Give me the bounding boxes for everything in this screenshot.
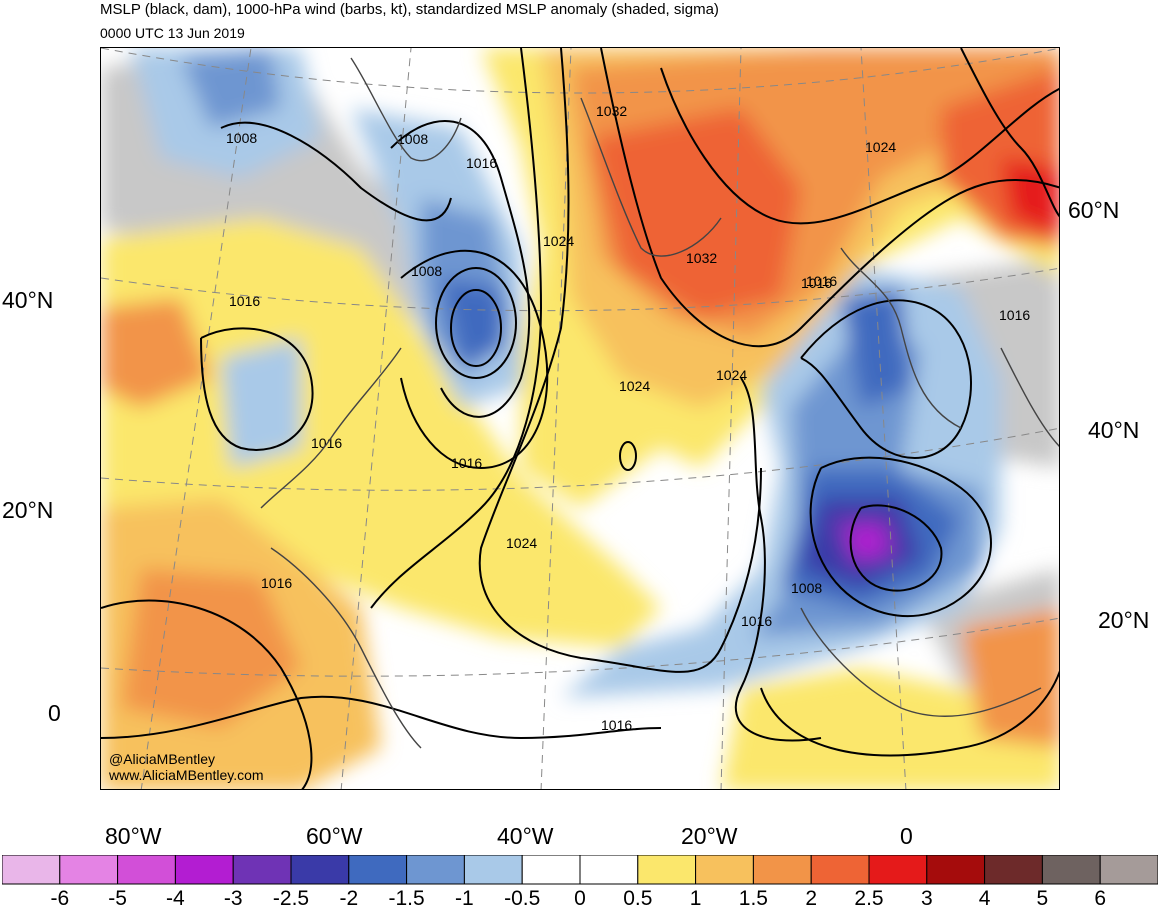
colorbar-swatch (117, 854, 176, 885)
colorbar-tick-label: 0 (574, 887, 586, 910)
lon-label-80w: 80°W (105, 823, 162, 849)
isobars (101, 48, 1059, 789)
isobar-label: 1008 (791, 580, 822, 596)
colorbar-tick-label: 2.5 (854, 887, 884, 910)
isobar-label: 1024 (716, 367, 747, 383)
colorbar-swatch (637, 854, 697, 885)
credit-website[interactable]: www.AliciaMBentley.com (109, 767, 264, 783)
colorbar-tick-label: 0.5 (623, 887, 653, 910)
colorbar-swatch (868, 854, 928, 885)
colorbar-tick-label: -1 (455, 887, 474, 910)
colorbar-swatch (579, 854, 639, 885)
colorbar-tick-label: -4 (166, 887, 185, 910)
isobar-label: 1024 (865, 139, 896, 155)
isobar-label: 1016 (806, 273, 837, 289)
colorbar-tick-label: -0.5 (504, 887, 541, 910)
colorbar (1, 854, 1159, 890)
isobar-label: 1008 (397, 131, 428, 147)
isobar-label: 1032 (686, 250, 717, 266)
colorbar-tick-label: 1.5 (738, 887, 768, 910)
graticule (101, 48, 1059, 789)
colorbar-tick-label: -5 (108, 887, 127, 910)
colorbar-swatch (810, 854, 870, 885)
colorbar-tick-label: 6 (1094, 887, 1107, 910)
colorbar-tick-label: -2 (339, 887, 359, 910)
coastlines (260, 57, 1059, 749)
credit-handle: @AliciaMBentley (109, 751, 216, 767)
colorbar-swatch (926, 854, 986, 885)
colorbar-swatch (348, 854, 408, 885)
colorbar-tick-label: 1 (689, 887, 702, 910)
colorbar-tick-label: 4 (978, 887, 991, 910)
lat-label-20n-left: 20°N (2, 497, 54, 523)
colorbar-swatch (463, 854, 523, 885)
isobar-label: 1016 (466, 155, 497, 171)
colorbar-swatch (695, 854, 754, 885)
colorbar-tick-label: -2.5 (272, 887, 310, 910)
colorbar-tick-label: 5 (1036, 887, 1049, 910)
isobar-label: 1024 (506, 535, 537, 551)
isobar-label: 1016 (741, 613, 772, 629)
isobar-label: 1016 (999, 307, 1030, 323)
anomaly-shading (101, 48, 1059, 789)
lat-label-20n-right: 20°N (1098, 607, 1150, 633)
colorbar-swatch (59, 854, 119, 885)
colorbar-tick-label: 3 (920, 887, 933, 910)
isobar-label: 1008 (411, 263, 442, 279)
chart-title: MSLP (black, dam), 1000-hPa wind (barbs,… (100, 1, 719, 18)
valid-time: 0000 UTC 13 Jun 2019 (100, 25, 245, 41)
isobar-label: 1016 (801, 275, 832, 291)
colorbar-swatch (174, 854, 234, 885)
colorbar-swatch (290, 854, 350, 885)
lon-label-60w: 60°W (306, 823, 363, 849)
isobar-label: 1016 (601, 717, 632, 733)
colorbar-swatch (232, 854, 292, 885)
lat-label-60n-right: 60°N (1068, 197, 1120, 223)
isobar-label: 1024 (543, 233, 574, 249)
colorbar-swatch (752, 854, 812, 885)
colorbar-swatch (1, 854, 61, 885)
colorbar-swatch (406, 854, 465, 885)
map-panel: 1008 1008 1016 1008 1016 1032 1024 1032 1024 1016… (100, 47, 1060, 790)
lon-label-40w: 40°W (497, 823, 554, 849)
colorbar-tick-label: -6 (50, 887, 70, 910)
isobar-label: 1008 (226, 130, 257, 146)
isobar-label: 1016 (229, 293, 260, 309)
colorbar-swatch (521, 854, 581, 885)
isobar-label: 1016 (261, 575, 292, 591)
lat-label-0-left: 0 (48, 700, 61, 726)
isobar-label: 1024 (619, 378, 650, 394)
lat-label-40n-left: 40°N (2, 287, 54, 313)
colorbar-swatches (1, 854, 1159, 885)
lon-label-0: 0 (900, 823, 913, 849)
isobar-label: 1032 (596, 103, 627, 119)
colorbar-swatch (1041, 854, 1101, 885)
lat-label-40n-right: 40°N (1088, 417, 1140, 443)
colorbar-tick-label: -3 (223, 887, 243, 910)
lon-label-20w: 20°W (681, 823, 738, 849)
colorbar-tick-label: -1.5 (388, 887, 425, 910)
colorbar-swatch (1099, 854, 1159, 885)
colorbar-swatch (984, 854, 1043, 885)
map-canvas: 1008 1008 1016 1008 1016 1032 1024 1032 1024 1016… (101, 48, 1059, 789)
colorbar-tick-label: 2 (805, 887, 818, 910)
isobar-label: 1016 (451, 455, 482, 471)
